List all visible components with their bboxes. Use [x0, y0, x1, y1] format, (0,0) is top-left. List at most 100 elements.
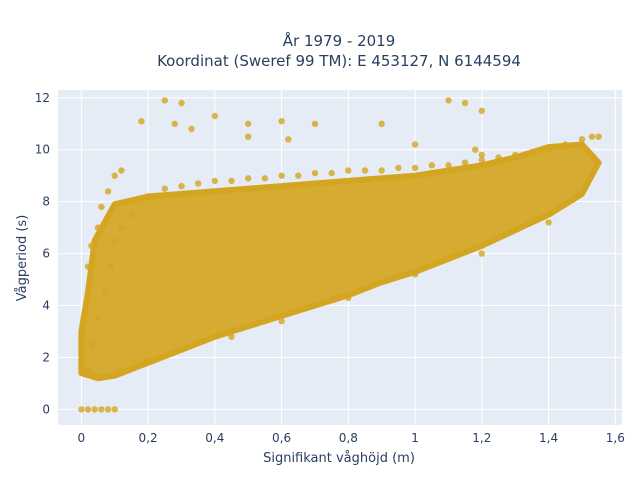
data-point	[411, 164, 419, 172]
x-tick-label: 1	[411, 431, 419, 445]
data-point	[378, 167, 385, 174]
chart-title-line-2: Koordinat (Sweref 99 TM): E 453127, N 61…	[157, 52, 521, 70]
data-point	[111, 172, 118, 179]
data-point	[345, 167, 352, 174]
data-point	[144, 356, 152, 364]
data-point	[245, 133, 252, 140]
data-point	[228, 333, 235, 340]
x-tick-label: 1,4	[539, 431, 558, 445]
data-point	[461, 159, 469, 166]
data-point	[98, 406, 105, 413]
data-point	[545, 219, 552, 226]
data-point	[144, 193, 152, 200]
point-cloud-density	[78, 141, 602, 382]
data-point	[111, 237, 118, 244]
data-point	[88, 242, 95, 249]
data-point	[111, 406, 118, 413]
data-point	[94, 224, 102, 231]
data-point	[88, 369, 95, 377]
data-point	[108, 263, 115, 270]
data-point	[84, 263, 92, 270]
x-tick-label: 0,6	[272, 431, 291, 445]
y-axis-ticks: 0 2 4 6 8 10 12	[35, 91, 50, 417]
data-point	[295, 172, 302, 179]
data-point	[104, 188, 112, 195]
data-point	[178, 346, 185, 353]
data-point	[595, 133, 602, 140]
data-point	[84, 406, 92, 413]
x-tick-label: 1,2	[472, 431, 491, 445]
x-axis-title: Signifikant våghöjd (m)	[263, 451, 415, 466]
data-point	[445, 97, 452, 104]
y-axis-title: Vågperiod (s)	[15, 215, 30, 302]
data-point	[478, 107, 485, 115]
x-tick-label: 0,2	[139, 431, 158, 445]
data-point	[562, 141, 569, 148]
data-point	[161, 185, 168, 192]
data-point	[178, 182, 185, 190]
data-point	[88, 341, 95, 348]
y-tick-label: 2	[42, 350, 50, 364]
data-point	[101, 289, 108, 296]
data-point	[94, 372, 102, 379]
data-point	[78, 406, 85, 413]
data-point	[378, 120, 385, 128]
data-point	[118, 167, 125, 174]
data-point	[138, 118, 145, 125]
y-tick-label: 8	[42, 195, 50, 209]
data-point	[228, 177, 235, 185]
data-point	[528, 149, 536, 156]
y-tick-label: 0	[42, 402, 50, 416]
x-tick-label: 0,4	[205, 431, 224, 445]
data-point	[278, 317, 285, 325]
data-point	[588, 133, 596, 140]
data-points	[78, 97, 602, 413]
data-point	[211, 177, 219, 185]
data-point	[188, 125, 195, 133]
data-point	[161, 97, 168, 104]
data-point	[478, 151, 485, 159]
data-point	[245, 120, 252, 128]
data-point	[478, 250, 485, 257]
chart-title-line-1: År 1979 - 2019	[283, 31, 396, 50]
x-tick-label: 1,6	[606, 431, 625, 445]
data-point	[178, 99, 185, 107]
data-point	[472, 146, 479, 153]
x-axis-ticks: 0 0,2 0,4 0,6 0,8 1 1,2 1,4 1,6	[78, 431, 625, 445]
x-tick-label: 0,8	[339, 431, 358, 445]
data-point	[512, 151, 519, 159]
data-point	[211, 112, 219, 120]
data-point	[104, 406, 112, 413]
data-point	[128, 211, 135, 218]
data-point	[461, 99, 469, 107]
data-point	[245, 175, 252, 182]
data-point	[138, 198, 145, 205]
data-point	[411, 141, 419, 148]
data-point	[94, 315, 102, 322]
data-point	[195, 180, 202, 187]
data-point	[261, 175, 269, 182]
data-point	[278, 172, 285, 179]
data-point	[545, 146, 552, 153]
data-point	[395, 164, 402, 172]
data-point	[578, 136, 586, 143]
y-tick-label: 12	[35, 91, 50, 105]
data-point	[311, 169, 319, 177]
data-point	[104, 372, 112, 379]
y-tick-label: 10	[35, 143, 50, 157]
y-tick-label: 6	[42, 247, 50, 261]
x-tick-label: 0	[78, 431, 86, 445]
data-point	[428, 162, 435, 169]
data-point	[445, 162, 452, 169]
data-point	[411, 271, 419, 278]
data-point	[98, 203, 105, 211]
data-point	[328, 169, 335, 177]
data-point	[91, 406, 98, 413]
data-point	[278, 118, 285, 125]
data-point	[118, 367, 125, 374]
data-point	[495, 154, 502, 161]
data-point	[311, 120, 319, 128]
data-point	[361, 167, 369, 174]
y-tick-label: 4	[42, 299, 50, 313]
